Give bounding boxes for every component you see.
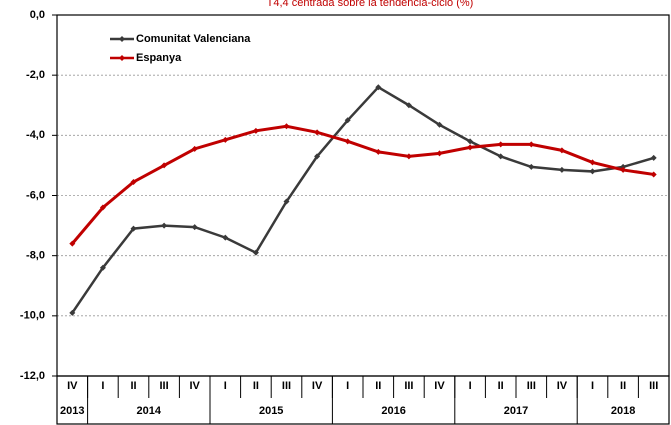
- point-marker: [191, 224, 198, 231]
- point-marker: [344, 138, 351, 145]
- point-marker: [497, 141, 504, 148]
- point-marker: [497, 153, 504, 160]
- point-marker: [650, 154, 657, 161]
- x-tick-label: II: [620, 380, 626, 392]
- point-marker: [252, 249, 259, 256]
- y-tick-label: -2,0: [26, 69, 45, 81]
- point-marker: [558, 166, 565, 173]
- x-tick-label: II: [375, 380, 381, 392]
- year-label: 2014: [137, 405, 162, 417]
- year-label: 2015: [259, 405, 283, 417]
- point-marker: [405, 153, 412, 160]
- point-marker: [69, 240, 76, 247]
- x-tick-label: I: [101, 380, 104, 392]
- x-tick-label: II: [498, 380, 504, 392]
- x-tick-label: IV: [434, 380, 445, 392]
- point-marker: [191, 145, 198, 152]
- point-marker: [528, 141, 535, 148]
- point-marker: [375, 148, 382, 155]
- y-tick-label: -12,0: [20, 370, 45, 382]
- y-tick-label: -8,0: [26, 250, 45, 262]
- y-tick-label: -4,0: [26, 129, 45, 141]
- year-label: 2013: [60, 405, 84, 417]
- point-marker: [283, 198, 290, 205]
- point-marker: [283, 123, 290, 130]
- point-marker: [558, 147, 565, 154]
- series-line: [71, 124, 654, 245]
- x-tick-label: III: [160, 380, 169, 392]
- point-marker: [405, 102, 412, 109]
- x-tick-label: I: [591, 380, 594, 392]
- legend-label: Comunitat Valenciana: [136, 33, 251, 45]
- chart-title: T4,4 centrada sobre la tendencia-ciclo (…: [267, 0, 474, 9]
- x-tick-label: III: [527, 380, 536, 392]
- point-marker: [314, 153, 321, 160]
- point-marker: [467, 144, 474, 151]
- legend-marker: [119, 36, 125, 42]
- point-marker: [436, 150, 443, 157]
- point-marker: [99, 264, 106, 271]
- point-marker: [344, 117, 351, 124]
- x-tick-label: IV: [557, 380, 568, 392]
- year-label: 2017: [504, 405, 528, 417]
- point-marker: [252, 127, 259, 134]
- x-tick-label: III: [649, 380, 658, 392]
- point-marker: [436, 121, 443, 128]
- legend-marker: [119, 55, 125, 61]
- y-tick-label: 0,0: [30, 9, 45, 21]
- x-tick-label: I: [224, 380, 227, 392]
- point-marker: [161, 222, 168, 229]
- point-marker: [130, 178, 137, 185]
- point-marker: [467, 138, 474, 145]
- y-tick-label: -10,0: [20, 310, 45, 322]
- x-tick-label: I: [469, 380, 472, 392]
- year-label: 2016: [381, 405, 405, 417]
- series-line: [71, 85, 655, 314]
- x-tick-label: II: [130, 380, 136, 392]
- point-marker: [99, 204, 106, 211]
- point-marker: [589, 159, 596, 166]
- point-marker: [528, 163, 535, 170]
- point-marker: [314, 129, 321, 136]
- point-marker: [650, 171, 657, 178]
- point-marker: [222, 234, 229, 241]
- x-tick-label: IV: [67, 380, 78, 392]
- point-marker: [161, 162, 168, 169]
- year-label: 2018: [611, 405, 635, 417]
- point-marker: [589, 168, 596, 175]
- legend-label: Espanya: [136, 52, 182, 64]
- point-marker: [130, 225, 137, 232]
- point-marker: [620, 166, 627, 173]
- x-tick-label: III: [282, 380, 291, 392]
- x-tick-label: IV: [189, 380, 200, 392]
- x-tick-label: IV: [312, 380, 323, 392]
- x-tick-label: II: [253, 380, 259, 392]
- x-tick-label: I: [346, 380, 349, 392]
- point-marker: [69, 309, 76, 316]
- point-marker: [375, 84, 382, 91]
- y-tick-label: -6,0: [26, 189, 45, 201]
- point-marker: [222, 136, 229, 143]
- x-tick-label: III: [404, 380, 413, 392]
